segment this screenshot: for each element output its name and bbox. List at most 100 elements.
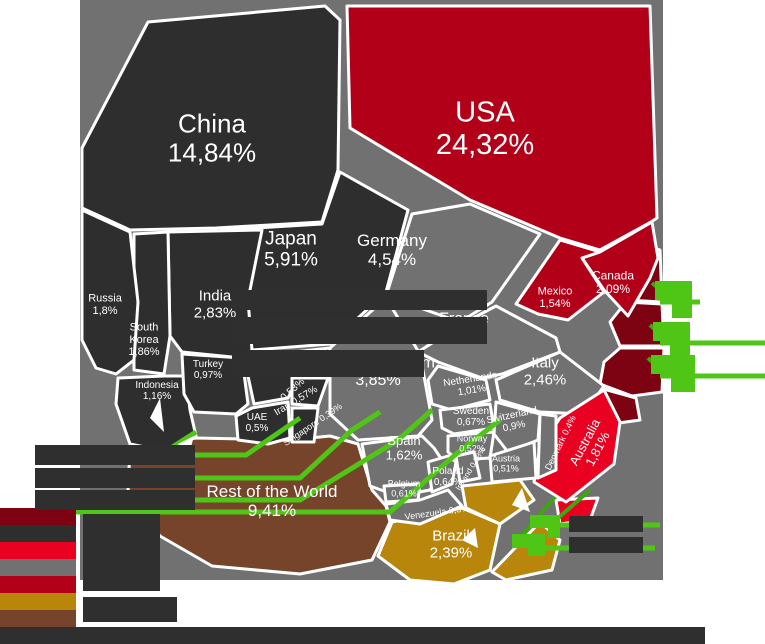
treemap-label-name-spain: Spain bbox=[387, 433, 420, 448]
treemap-label-value-belgium: 0,61% bbox=[391, 488, 417, 498]
treemap-label-value-turkey: 0,97% bbox=[194, 370, 222, 381]
treemap-label-value-uae: 0,5% bbox=[246, 423, 269, 434]
legend-swatch-2[interactable] bbox=[0, 525, 76, 542]
callout-arrow-bottom-2 bbox=[512, 534, 545, 556]
treemap-label-name-germany: Germany bbox=[357, 231, 427, 250]
treemap-label-value-south-korea: 1,86% bbox=[128, 346, 159, 358]
treemap-label-name-russia: Russia bbox=[88, 293, 123, 305]
treemap-label-value-russia: 1,8% bbox=[92, 305, 117, 317]
redaction-legend-caption bbox=[83, 597, 177, 622]
treemap-cell-usa[interactable] bbox=[345, 4, 659, 252]
treemap-label-name-rest-of-the-world: Rest of the World bbox=[206, 482, 337, 501]
callout-leader-left-5 bbox=[36, 418, 502, 515]
legend-swatch-4[interactable] bbox=[0, 559, 76, 576]
redaction-left-callout-1 bbox=[35, 445, 195, 465]
redaction-right-callout-1 bbox=[232, 290, 487, 310]
legend-swatch-6[interactable] bbox=[0, 593, 76, 610]
redaction-bottom-callout-2 bbox=[569, 537, 643, 553]
treemap-label-name-south-korea: Korea bbox=[129, 334, 159, 346]
redaction-right-callout-2 bbox=[232, 317, 487, 344]
treemap-label-value-japan: 5,91% bbox=[264, 250, 318, 271]
treemap-cell-china[interactable] bbox=[80, 4, 342, 232]
redaction-legend-note bbox=[83, 514, 160, 591]
treemap-label-value-netherlands: 1,01% bbox=[457, 383, 487, 398]
callout-group-right bbox=[646, 281, 765, 392]
legend-swatch-1[interactable] bbox=[0, 508, 76, 525]
treemap-label-value-austria: 0,51% bbox=[493, 463, 519, 473]
redaction-left-callout-3 bbox=[35, 490, 195, 510]
treemap-label-value-rest-of-the-world: 9,41% bbox=[248, 501, 296, 520]
treemap-label-name-turkey: Turkey bbox=[193, 359, 223, 370]
treemap-label-value-sweden: 0,67% bbox=[457, 417, 485, 428]
treemap-label-name-belgium: Belgium bbox=[388, 478, 421, 488]
treemap-cell-poland[interactable] bbox=[426, 454, 458, 494]
treemap-label-value-usa: 24,32% bbox=[436, 129, 534, 161]
treemap-cell-ireland[interactable] bbox=[454, 450, 482, 484]
treemap-label-name-japan: Japan bbox=[265, 228, 317, 249]
treemap-cell-denmark[interactable] bbox=[536, 412, 558, 480]
treemap-label-value-canada: 2,09% bbox=[596, 282, 630, 296]
treemap-label-value-italy: 2,46% bbox=[524, 371, 567, 388]
treemap-label-name-italy: Italy bbox=[531, 355, 559, 372]
treemap-label-name-china: China bbox=[178, 108, 246, 138]
legend-swatch-5[interactable] bbox=[0, 576, 76, 593]
callout-arrow-bottom-1 bbox=[530, 515, 560, 538]
treemap-label-value-spain: 1,62% bbox=[386, 448, 423, 463]
treemap-label-name-brazil: Brazil bbox=[432, 528, 470, 545]
treemap-label-name-uae: UAE bbox=[247, 412, 268, 423]
redaction-right-callout-3 bbox=[232, 350, 424, 377]
legend-swatch-3[interactable] bbox=[0, 542, 76, 559]
treemap-label-value-india: 2,83% bbox=[194, 304, 237, 321]
treemap-cell-sweden[interactable] bbox=[438, 402, 496, 436]
legend-swatch-7[interactable] bbox=[0, 610, 76, 627]
treemap-label-name-poland: Poland bbox=[432, 466, 463, 477]
legend bbox=[0, 508, 76, 627]
treemap-label-value-brazil: 2,39% bbox=[430, 544, 473, 561]
treemap-cell-venezuela[interactable] bbox=[384, 488, 464, 526]
redaction-left-callout-2 bbox=[35, 468, 195, 488]
treemap-cell-iran[interactable] bbox=[290, 376, 330, 408]
treemap-cell-russia[interactable] bbox=[80, 208, 140, 376]
treemap-label-name-austria: Austria bbox=[492, 453, 520, 463]
treemap-cell-brazil[interactable] bbox=[376, 506, 502, 586]
redaction-bottom-callout-1 bbox=[569, 516, 643, 532]
callout-arrow-right-3 bbox=[651, 355, 695, 392]
callout-arrow-right-2 bbox=[653, 322, 690, 358]
treemap-label-value-mexico: 1,54% bbox=[539, 298, 570, 310]
treemap-label-name-sweden: Sweden bbox=[453, 406, 489, 417]
treemap-label-value-switzerland: 0,9% bbox=[502, 419, 527, 435]
treemap-label-value-indonesia: 1,16% bbox=[143, 391, 171, 402]
treemap-cell-italy[interactable] bbox=[494, 350, 606, 416]
treemap-label-value-germany: 4,54% bbox=[368, 250, 416, 269]
treemap-label-name-indonesia: Indonesia bbox=[135, 380, 179, 391]
redaction-footer-bar bbox=[0, 627, 705, 644]
treemap-label-name-mexico: Mexico bbox=[538, 286, 573, 298]
treemap-label-value-china: 14,84% bbox=[168, 137, 256, 167]
treemap-cell-austria[interactable] bbox=[488, 440, 538, 484]
treemap-cell-mexico[interactable] bbox=[514, 238, 606, 322]
treemap-label-name-norway: Norway bbox=[457, 433, 488, 443]
pointer-arrow-left bbox=[150, 398, 164, 432]
treemap-label-name-south-korea: South bbox=[130, 322, 159, 334]
treemap-label-name-usa: USA bbox=[455, 96, 515, 128]
